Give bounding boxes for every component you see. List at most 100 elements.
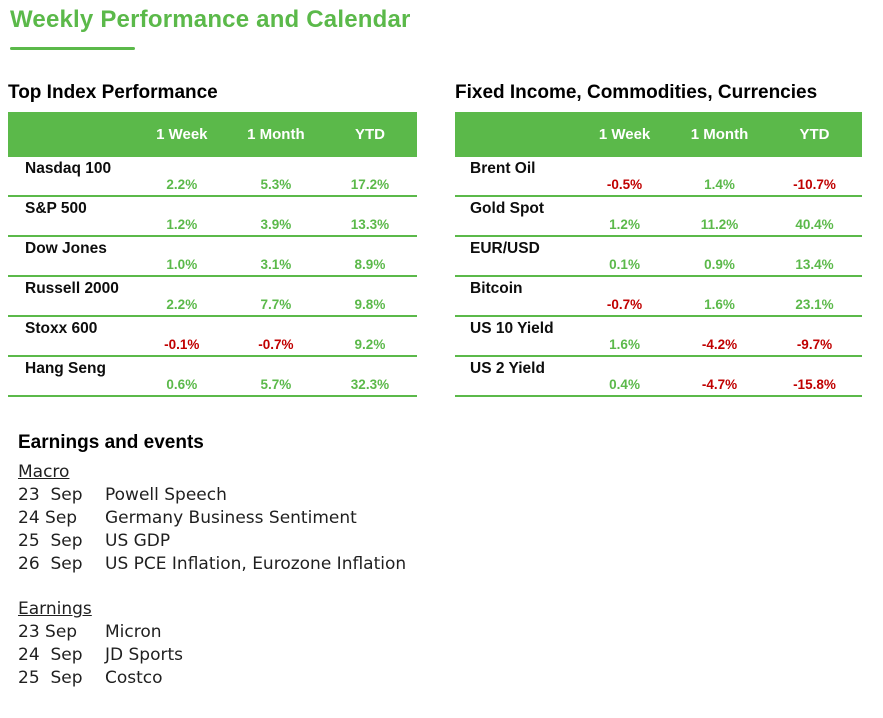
header-cell-ytd: YTD (799, 126, 830, 143)
page-title: Weekly Performance and Calendar (10, 6, 411, 33)
value-1month: 1.4% (704, 177, 735, 192)
value-1week: 0.1% (609, 257, 640, 272)
value-1week: -0.1% (164, 337, 200, 352)
row-label: Russell 2000 (25, 280, 119, 297)
event-row: 26 Sep US PCE Inflation, Eurozone Inflat… (18, 553, 578, 576)
value-1week: 1.2% (609, 217, 640, 232)
table-row-eur-usd: EUR/USD 0.1% 0.9% 13.4% (455, 237, 862, 277)
value-ytd: 40.4% (795, 217, 834, 232)
row-label: US 10 Yield (470, 320, 554, 337)
macro-section: Macro 23 Sep Powell Speech 24 Sep German… (18, 461, 578, 576)
event-date: 25 Sep (18, 668, 83, 688)
event-row: 24 Sep Germany Business Sentiment (18, 507, 578, 530)
row-label: S&P 500 (25, 200, 87, 217)
ficc-section: Fixed Income, Commodities, Currencies 1 … (455, 82, 862, 397)
event-row: 23 Sep Powell Speech (18, 484, 578, 507)
table-row-us-10-yield: US 10 Yield 1.6% -4.2% -9.7% (455, 317, 862, 357)
event-name: Powell Speech (105, 485, 227, 505)
value-ytd: -9.7% (796, 337, 833, 352)
value-1week: 1.0% (166, 257, 198, 272)
table-row-nasdaq-100: Nasdaq 100 2.2% 5.3% 17.2% (8, 157, 417, 197)
event-row: 25 Sep US GDP (18, 530, 578, 553)
value-ytd: -15.8% (793, 377, 836, 392)
event-row: 23 Sep Micron (18, 621, 578, 644)
header-cell-1week: 1 Week (156, 126, 208, 143)
header-cell-1month: 1 Month (690, 126, 749, 143)
value-1week: 2.2% (166, 177, 198, 192)
earnings-and-events-section: Earnings and events Macro 23 Sep Powell … (18, 432, 578, 690)
value-1week: 0.4% (609, 377, 640, 392)
value-1month: 1.6% (704, 297, 735, 312)
value-1month: 0.9% (704, 257, 735, 272)
value-1month: 7.7% (260, 297, 292, 312)
row-label: Dow Jones (25, 240, 107, 257)
row-label: Hang Seng (25, 360, 106, 377)
value-ytd: 13.4% (795, 257, 834, 272)
table-row-brent-oil: Brent Oil -0.5% 1.4% -10.7% (455, 157, 862, 197)
event-date: 24 Sep (18, 508, 78, 528)
table-row-russell-2000: Russell 2000 2.2% 7.7% 9.8% (8, 277, 417, 317)
header-cell-ytd: YTD (354, 126, 385, 143)
row-label: Stoxx 600 (25, 320, 98, 337)
table-row-gold-spot: Gold Spot 1.2% 11.2% 40.4% (455, 197, 862, 237)
value-ytd: 23.1% (795, 297, 834, 312)
event-row: 25 Sep Costco (18, 667, 578, 690)
table-row-sp-500: S&P 500 1.2% 3.9% 13.3% (8, 197, 417, 237)
table-row-hang-seng: Hang Seng 0.6% 5.7% 32.3% (8, 357, 417, 397)
event-name: Costco (105, 668, 163, 688)
event-date: 24 Sep (18, 645, 83, 665)
event-date: 23 Sep (18, 622, 78, 642)
table-row-dow-jones: Dow Jones 1.0% 3.1% 8.9% (8, 237, 417, 277)
table-row-bitcoin: Bitcoin -0.7% 1.6% 23.1% (455, 277, 862, 317)
event-date: 26 Sep (18, 554, 83, 574)
ficc-table-header: 1 Week 1 Month YTD (455, 112, 862, 157)
macro-section-title: Macro (18, 462, 70, 482)
value-1week: 0.6% (166, 377, 198, 392)
event-row: 24 Sep JD Sports (18, 644, 578, 667)
header-cell-1week: 1 Week (598, 126, 651, 143)
events-heading: Earnings and events (18, 432, 204, 453)
event-name: Micron (105, 622, 162, 642)
value-1month: 3.1% (260, 257, 292, 272)
row-label: US 2 Yield (470, 360, 545, 377)
row-label: Brent Oil (470, 160, 536, 177)
value-ytd: 9.8% (354, 297, 386, 312)
index-table-header: 1 Week 1 Month YTD (8, 112, 417, 157)
table-row-us-2-yield: US 2 Yield 0.4% -4.7% -15.8% (455, 357, 862, 397)
row-label: EUR/USD (470, 240, 540, 257)
earnings-section: Earnings 23 Sep Micron 24 Sep JD Sports … (18, 598, 578, 690)
value-1month: -4.2% (701, 337, 738, 352)
value-ytd: 13.3% (350, 217, 390, 232)
event-name: US PCE Inflation, Eurozone Inflation (105, 554, 407, 574)
ficc-heading: Fixed Income, Commodities, Currencies (455, 82, 818, 103)
value-1week: -0.5% (606, 177, 643, 192)
header-cell-1month: 1 Month (247, 126, 305, 143)
value-1month: 5.3% (260, 177, 292, 192)
value-1month: 3.9% (260, 217, 292, 232)
value-1week: 1.2% (166, 217, 198, 232)
value-1month: -4.7% (701, 377, 738, 392)
table-row-stoxx-600: Stoxx 600 -0.1% -0.7% 9.2% (8, 317, 417, 357)
title-underline (10, 47, 135, 50)
row-label: Bitcoin (470, 280, 523, 297)
row-label: Nasdaq 100 (25, 160, 112, 177)
value-ytd: 17.2% (350, 177, 390, 192)
earnings-section-title: Earnings (18, 599, 92, 619)
value-ytd: -10.7% (793, 177, 836, 192)
event-date: 23 Sep (18, 485, 83, 505)
value-1month: 11.2% (700, 217, 739, 232)
value-ytd: 9.2% (354, 337, 386, 352)
value-ytd: 32.3% (350, 377, 390, 392)
value-1week: -0.7% (606, 297, 643, 312)
value-1week: 2.2% (166, 297, 198, 312)
event-name: Germany Business Sentiment (105, 508, 357, 528)
index-performance-section: Top Index Performance 1 Week 1 Month YTD… (8, 82, 417, 397)
event-name: US GDP (105, 531, 171, 551)
event-date: 25 Sep (18, 531, 83, 551)
event-name: JD Sports (105, 645, 184, 665)
value-1month: -0.7% (258, 337, 294, 352)
value-1week: 1.6% (609, 337, 640, 352)
index-performance-heading: Top Index Performance (8, 82, 218, 103)
row-label: Gold Spot (470, 200, 545, 217)
